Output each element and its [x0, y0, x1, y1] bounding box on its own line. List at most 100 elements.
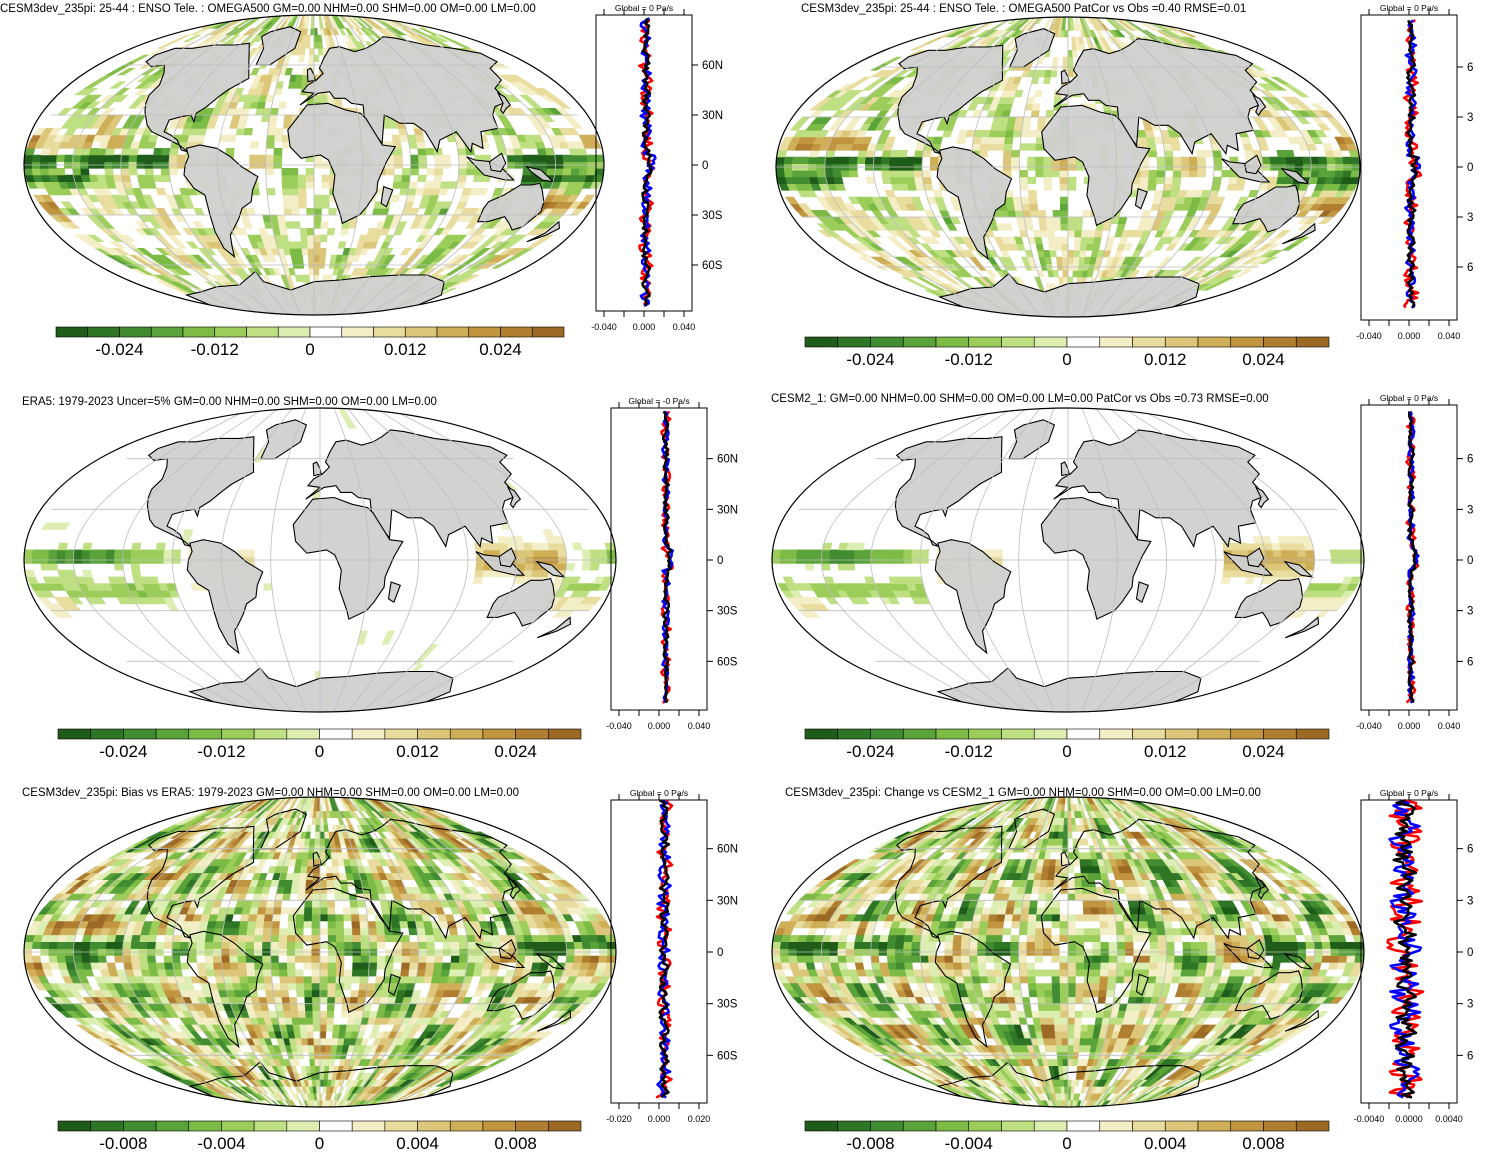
- field-cell: [845, 563, 856, 571]
- colorbar-swatch: [57, 728, 91, 740]
- field-cell: [1188, 156, 1199, 164]
- field-cell: [278, 221, 287, 229]
- field-cell: [1354, 549, 1364, 557]
- field-cell: [226, 134, 237, 142]
- field-cell: [944, 283, 962, 291]
- field-cell: [109, 81, 127, 89]
- field-cell: [1060, 210, 1069, 218]
- field-cell: [266, 128, 277, 136]
- field-cell: [897, 150, 908, 158]
- colorbar-swatch: [1001, 336, 1035, 348]
- field-cell: [586, 168, 597, 176]
- field-cell: [1156, 156, 1166, 164]
- field-cell: [1037, 116, 1047, 124]
- field-cell: [1067, 183, 1077, 191]
- field-cell: [516, 549, 526, 557]
- continents: [144, 26, 560, 315]
- field-cell: [1305, 549, 1315, 557]
- field-cell: [457, 148, 467, 156]
- coastline-africa: [287, 102, 397, 225]
- field-cell: [1012, 130, 1023, 138]
- field-cell: [73, 549, 83, 557]
- field-cell: [1054, 243, 1063, 251]
- map-p3: [24, 408, 616, 712]
- field-cell: [256, 101, 267, 109]
- field-cell: [320, 221, 329, 229]
- field-cell: [393, 174, 403, 182]
- field-cell: [1264, 549, 1274, 557]
- field-cell: [895, 549, 905, 557]
- field-cell: [1035, 156, 1045, 164]
- field-cell: [313, 241, 321, 249]
- field-cell: [932, 136, 943, 144]
- field-cell: [886, 549, 897, 557]
- colorbar-swatch: [90, 728, 124, 740]
- field-cell: [453, 234, 468, 242]
- field-cell: [113, 174, 123, 182]
- field-cell: [905, 156, 915, 164]
- field-cell: [169, 148, 179, 156]
- field-cell: [1059, 170, 1069, 178]
- colorbar-swatch: [1033, 728, 1068, 740]
- field-cell: [428, 194, 440, 202]
- field-cell: [148, 576, 160, 584]
- field-cell: [155, 549, 165, 557]
- field-cell: [290, 194, 300, 202]
- colorbar-swatch: [1001, 728, 1035, 740]
- field-cell: [776, 150, 788, 158]
- field-cell: [1285, 156, 1296, 164]
- field-cell: [305, 34, 311, 43]
- field-cell: [1013, 203, 1024, 211]
- colorbar-swatch: [935, 336, 970, 348]
- field-cell: [1072, 49, 1078, 58]
- field-cell: [474, 248, 492, 256]
- field-cell: [321, 194, 330, 202]
- field-cell: [832, 156, 843, 164]
- field-cell: [531, 134, 544, 142]
- field-cell: [182, 529, 194, 537]
- field-cell: [1062, 17, 1067, 25]
- field-cell: [60, 201, 75, 209]
- field-cell: [434, 154, 444, 162]
- lat-label: 6: [1467, 454, 1473, 466]
- field-cell: [1019, 143, 1029, 151]
- field-cell: [283, 15, 293, 23]
- field-cell: [1067, 230, 1076, 238]
- coastline-nz: [526, 220, 560, 243]
- field-cell: [1001, 110, 1011, 118]
- field-cell: [1052, 216, 1062, 224]
- field-cell: [55, 154, 66, 162]
- field-cell: [832, 170, 843, 178]
- field-cell: [64, 154, 74, 162]
- field-cell: [147, 549, 157, 557]
- field-cell: [482, 542, 493, 551]
- colorbar-swatch: [531, 326, 565, 338]
- field-cell: [848, 170, 859, 178]
- field-cell: [1269, 156, 1280, 164]
- lat-label: 30S: [702, 210, 723, 222]
- field-cell: [1214, 196, 1226, 204]
- field-cell: [318, 15, 323, 23]
- lat-label: 3: [1467, 212, 1473, 224]
- field-cell: [785, 196, 799, 204]
- field-cell: [1046, 230, 1055, 238]
- field-cell: [772, 549, 782, 557]
- field-cell: [168, 168, 178, 176]
- field-cell: [1274, 230, 1291, 238]
- field-cell: [272, 15, 284, 23]
- colorbar-swatch: [1295, 336, 1330, 348]
- field-cell: [1180, 170, 1190, 178]
- field-cell: [1310, 156, 1320, 164]
- field-cell: [589, 549, 600, 557]
- field-cell: [249, 141, 260, 149]
- field-cell: [1169, 136, 1180, 144]
- field-cell: [1326, 170, 1336, 178]
- colorbar-swatch: [1295, 728, 1330, 740]
- field-cell: [910, 196, 922, 204]
- field-cell: [433, 174, 443, 182]
- field-cell: [337, 241, 347, 249]
- field-cell: [1222, 569, 1233, 578]
- colorbar-swatch: [417, 728, 451, 740]
- field-cell: [1003, 150, 1013, 158]
